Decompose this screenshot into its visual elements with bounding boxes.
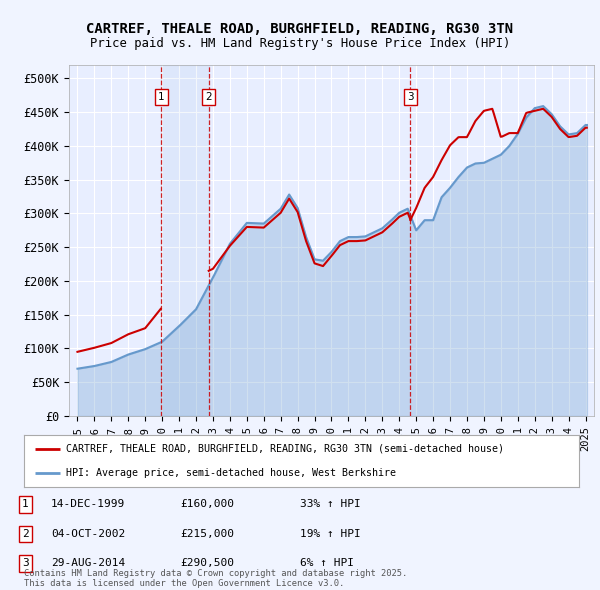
Text: 6% ↑ HPI: 6% ↑ HPI xyxy=(300,559,354,568)
Text: HPI: Average price, semi-detached house, West Berkshire: HPI: Average price, semi-detached house,… xyxy=(65,468,395,478)
Text: 29-AUG-2014: 29-AUG-2014 xyxy=(51,559,125,568)
Text: 14-DEC-1999: 14-DEC-1999 xyxy=(51,500,125,509)
Text: 3: 3 xyxy=(407,92,414,102)
Text: 04-OCT-2002: 04-OCT-2002 xyxy=(51,529,125,539)
Text: 2: 2 xyxy=(22,529,29,539)
Text: 19% ↑ HPI: 19% ↑ HPI xyxy=(300,529,361,539)
Text: 3: 3 xyxy=(22,559,29,568)
Text: Contains HM Land Registry data © Crown copyright and database right 2025.
This d: Contains HM Land Registry data © Crown c… xyxy=(24,569,407,588)
Text: Price paid vs. HM Land Registry's House Price Index (HPI): Price paid vs. HM Land Registry's House … xyxy=(90,37,510,50)
Text: £160,000: £160,000 xyxy=(180,500,234,509)
Text: 1: 1 xyxy=(158,92,165,102)
Text: CARTREF, THEALE ROAD, BURGHFIELD, READING, RG30 3TN (semi-detached house): CARTREF, THEALE ROAD, BURGHFIELD, READIN… xyxy=(65,444,503,454)
Text: CARTREF, THEALE ROAD, BURGHFIELD, READING, RG30 3TN: CARTREF, THEALE ROAD, BURGHFIELD, READIN… xyxy=(86,22,514,37)
Text: 1: 1 xyxy=(22,500,29,509)
Text: 2: 2 xyxy=(205,92,212,102)
Text: 33% ↑ HPI: 33% ↑ HPI xyxy=(300,500,361,509)
Text: £290,500: £290,500 xyxy=(180,559,234,568)
Text: £215,000: £215,000 xyxy=(180,529,234,539)
Bar xyxy=(161,65,209,416)
